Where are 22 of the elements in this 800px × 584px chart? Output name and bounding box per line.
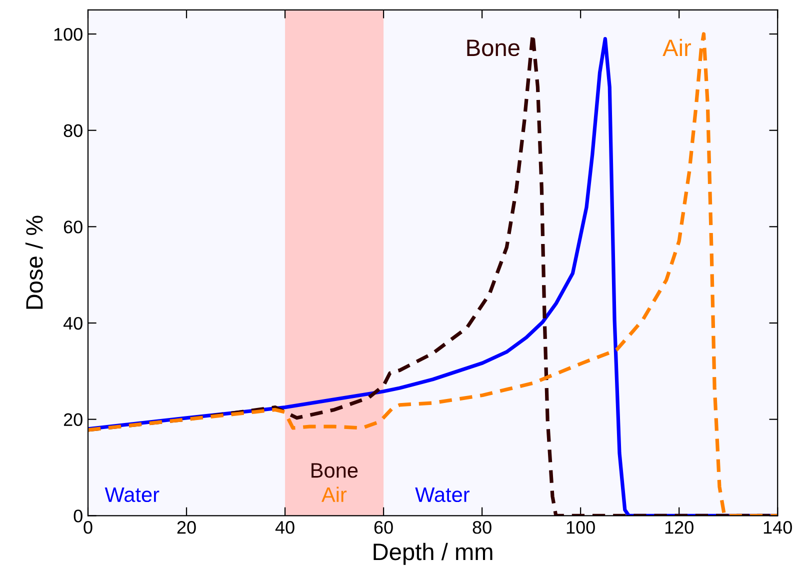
y-tick-label: 40	[63, 316, 82, 330]
y-tick-label: 0	[74, 510, 82, 522]
y-tick-label: 60	[64, 220, 82, 234]
y-tick-label: 20	[64, 413, 82, 426]
series-label: Bone	[467, 40, 520, 56]
y-tick-label: 80	[64, 124, 82, 138]
series-label: Air	[662, 38, 692, 56]
x-axis-title: Depth / mm	[374, 542, 492, 565]
x-tick-label: 80	[472, 521, 492, 534]
x-tick-label: 60	[374, 521, 393, 534]
annotation: Water	[104, 488, 160, 502]
x-tick-label: 0	[84, 521, 92, 534]
x-tick-label: 140	[764, 521, 792, 534]
x-tick-label: 120	[665, 521, 694, 534]
annotation: Air	[322, 486, 347, 502]
x-tick-label: 40	[275, 521, 294, 534]
x-tick-label: 100	[566, 521, 595, 534]
annotation: Bone	[312, 463, 358, 478]
annotation: Water	[415, 488, 470, 502]
y-tick-label: 100	[54, 28, 82, 41]
y-axis-title: Dose / %	[25, 216, 43, 309]
x-tick-label: 20	[177, 521, 196, 534]
